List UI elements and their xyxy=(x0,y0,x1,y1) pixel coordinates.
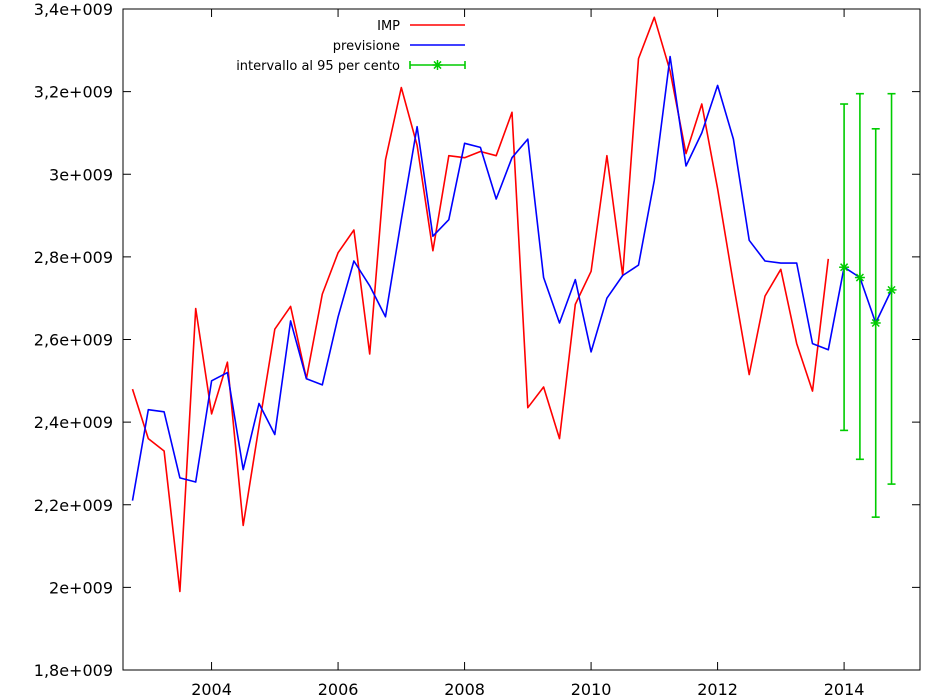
y-tick-label: 2,4e+009 xyxy=(34,413,113,432)
error-bar xyxy=(839,103,850,432)
star-stroke xyxy=(871,318,880,328)
error-bar xyxy=(870,128,881,518)
x-tick-label: 2008 xyxy=(444,680,485,699)
y-tick-label: 3,4e+009 xyxy=(34,0,113,19)
x-tick-label: 2004 xyxy=(191,680,232,699)
axis-tick-labels: 1,8e+009 2e+009 2,2e+009 2,4e+009 2,6e+009 2,… xyxy=(34,0,865,699)
x-tick-label: 2014 xyxy=(824,680,865,699)
x-tick-label: 2010 xyxy=(571,680,612,699)
plot-frame xyxy=(122,8,921,671)
x-tick-label: 2012 xyxy=(697,680,738,699)
y-tick-label: 2,8e+009 xyxy=(34,248,113,267)
y-tick-label: 2,6e+009 xyxy=(34,331,113,350)
legend-label: IMP xyxy=(377,19,400,34)
error-bar-point xyxy=(854,272,865,283)
legend: IMP previsione intervallo al 95 per cento xyxy=(236,19,466,74)
y-tick-label: 3,2e+009 xyxy=(34,83,113,102)
star-stroke xyxy=(887,285,896,294)
legend-label: previsione xyxy=(333,39,400,54)
error-bar-point xyxy=(839,262,850,273)
y-tick-label: 2,2e+009 xyxy=(34,496,113,515)
legend-label: intervallo al 95 per cento xyxy=(236,59,400,74)
error-bar xyxy=(886,92,897,485)
y-tick-label: 1,8e+009 xyxy=(34,661,113,680)
series-line-0 xyxy=(131,16,830,593)
error-bar-point xyxy=(886,284,897,295)
y-tick-label: 3e+009 xyxy=(49,165,113,184)
error-bar xyxy=(854,92,865,461)
series-layer xyxy=(131,16,897,593)
y-tick-label: 2e+009 xyxy=(49,578,113,597)
series-line-1 xyxy=(131,55,893,501)
axis-ticks xyxy=(123,8,920,671)
star-stroke xyxy=(433,60,442,70)
x-tick-label: 2006 xyxy=(318,680,359,699)
error-bar-point xyxy=(870,317,881,328)
star-stroke xyxy=(840,263,849,272)
legend-swatch-star xyxy=(432,60,443,70)
star-stroke xyxy=(855,273,864,282)
